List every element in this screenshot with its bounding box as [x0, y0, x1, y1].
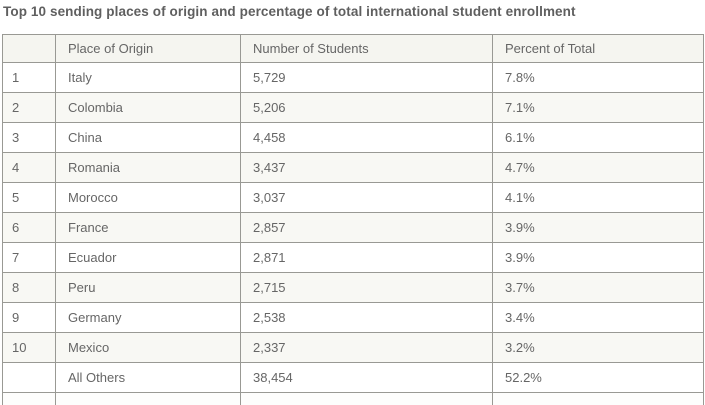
- place-cell: Peru: [55, 272, 241, 303]
- percent-cell: 3.9%: [492, 242, 704, 273]
- rank-cell: 9: [2, 302, 56, 333]
- rank-cell: 8: [2, 272, 56, 303]
- percent-cell: 4.7%: [492, 152, 704, 183]
- percent-cell: 3.7%: [492, 272, 704, 303]
- place-cell: Romania: [55, 152, 241, 183]
- rank-cell: 10: [2, 332, 56, 363]
- place-cell: Italy: [55, 62, 241, 93]
- table-row: 8 Peru 2,715 3.7%: [2, 272, 704, 303]
- rank-cell: 6: [2, 212, 56, 243]
- percent-cell: 3.2%: [492, 332, 704, 363]
- column-header-rank: [2, 34, 56, 63]
- students-cell: 2,538: [240, 302, 493, 333]
- students-cell: 4,458: [240, 122, 493, 153]
- table-row: 6 France 2,857 3.9%: [2, 212, 704, 243]
- percent-cell: 6.1%: [492, 122, 704, 153]
- place-cell: Ecuador: [55, 242, 241, 273]
- table-row: 3 China 4,458 6.1%: [2, 122, 704, 153]
- rank-cell: 1: [2, 62, 56, 93]
- students-cell: [240, 392, 493, 405]
- place-cell: All Others: [55, 362, 241, 393]
- place-cell: France: [55, 212, 241, 243]
- rank-cell: 7: [2, 242, 56, 273]
- rank-cell: 4: [2, 152, 56, 183]
- students-cell: 2,337: [240, 332, 493, 363]
- students-cell: 3,437: [240, 152, 493, 183]
- percent-cell: 4.1%: [492, 182, 704, 213]
- table-row: 7 Ecuador 2,871 3.9%: [2, 242, 704, 273]
- percent-cell: 3.4%: [492, 302, 704, 333]
- percent-cell: 7.1%: [492, 92, 704, 123]
- column-header-percent-of-total: Percent of Total: [492, 34, 704, 63]
- percent-cell: 52.2%: [492, 362, 704, 393]
- table-row: 1 Italy 5,729 7.8%: [2, 62, 704, 93]
- place-cell: Germany: [55, 302, 241, 333]
- enrollment-table: Place of Origin Number of Students Perce…: [2, 34, 704, 405]
- students-cell: 2,715: [240, 272, 493, 303]
- place-cell: Morocco: [55, 182, 241, 213]
- students-cell: 5,729: [240, 62, 493, 93]
- table-row: All Others 38,454 52.2%: [2, 362, 704, 393]
- rank-cell: [2, 362, 56, 393]
- table-row: 10 Mexico 2,337 3.2%: [2, 332, 704, 363]
- students-cell: 38,454: [240, 362, 493, 393]
- rank-cell: 3: [2, 122, 56, 153]
- rank-cell: 5: [2, 182, 56, 213]
- rank-cell: 2: [2, 92, 56, 123]
- percent-cell: 7.8%: [492, 62, 704, 93]
- table-row: 9 Germany 2,538 3.4%: [2, 302, 704, 333]
- place-cell: Mexico: [55, 332, 241, 363]
- students-cell: 2,857: [240, 212, 493, 243]
- column-header-number-of-students: Number of Students: [240, 34, 493, 63]
- students-cell: 2,871: [240, 242, 493, 273]
- percent-cell: [492, 392, 704, 405]
- table-body: 1 Italy 5,729 7.8% 2 Colombia 5,206 7.1% 3 China 4…: [2, 62, 704, 393]
- page-title: Top 10 sending places of origin and perc…: [3, 4, 576, 19]
- place-cell: China: [55, 122, 241, 153]
- students-cell: 5,206: [240, 92, 493, 123]
- percent-cell: 3.9%: [492, 212, 704, 243]
- table-body-cutoff: [2, 392, 704, 405]
- place-cell: Colombia: [55, 92, 241, 123]
- students-cell: 3,037: [240, 182, 493, 213]
- rank-cell: [2, 392, 56, 405]
- table-row: 4 Romania 3,437 4.7%: [2, 152, 704, 183]
- table-header: Place of Origin Number of Students Perce…: [2, 34, 704, 63]
- table-row: 2 Colombia 5,206 7.1%: [2, 92, 704, 123]
- table-row-partial: [2, 392, 704, 405]
- place-cell: [55, 392, 241, 405]
- header-row: Place of Origin Number of Students Perce…: [2, 34, 704, 63]
- column-header-place-of-origin: Place of Origin: [55, 34, 241, 63]
- table-row: 5 Morocco 3,037 4.1%: [2, 182, 704, 213]
